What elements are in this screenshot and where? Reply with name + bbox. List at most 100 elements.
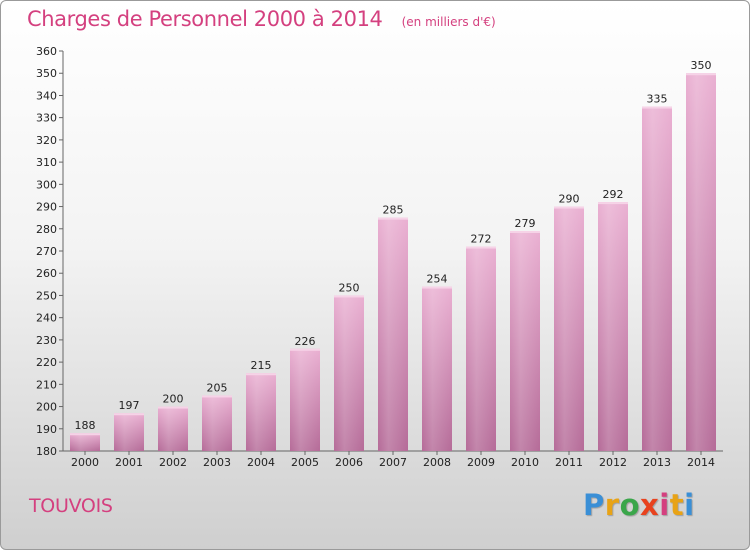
bar-top-edge [158,406,188,409]
bar-top-edge [114,413,144,416]
x-tick-label: 2004 [247,456,275,469]
bar-top-edge [510,231,540,233]
bars [70,73,716,452]
bar-top-edge [334,295,364,298]
value-label: 285 [383,204,404,217]
bar-sheen [686,73,716,451]
bar-top-edge [642,106,672,109]
x-tick-label: 2013 [643,456,671,469]
value-label: 226 [295,335,316,348]
bar-top-edge [466,246,496,249]
bar-sheen [378,217,408,451]
bar-sheen [334,295,364,451]
title-row: Charges de Personnel 2000 à 2014 (en mil… [27,7,496,31]
x-tick-label: 2005 [291,456,319,469]
bar-top-edge [598,202,628,205]
bar-top-edge [70,433,100,436]
x-tick-label: 2008 [423,456,451,469]
x-tick-label: 2000 [71,456,99,469]
logo-letter: i [659,488,670,522]
bar-sheen [290,348,320,451]
logo-letter: o [619,488,641,522]
bar [334,295,364,451]
value-label: 254 [427,273,448,286]
y-tick-label: 190 [36,423,57,436]
logo-letter: x [640,488,660,522]
bar [158,406,188,451]
commune-name: TOUVOIS [29,495,113,517]
x-tick-label: 2007 [379,456,407,469]
x-tick-label: 2014 [687,456,715,469]
bar [378,217,408,451]
bar [686,73,716,451]
y-tick-label: 320 [36,134,57,147]
y-tick-label: 300 [36,178,57,191]
y-tick-label: 270 [36,245,57,258]
value-label: 188 [75,419,96,432]
value-label: 197 [119,399,140,412]
x-tick-label: 2006 [335,456,363,469]
value-label: 292 [603,188,624,201]
y-tick-label: 180 [36,445,57,458]
y-tick-label: 250 [36,289,57,302]
axes: 180 190 200 210 220 230 240 250 260 270 280 290 300 3… [36,45,723,469]
bar [466,246,496,451]
labels: 188 197 200 205 215 226 250 285 254 272 279 290 292 3… [75,59,712,432]
value-label: 200 [163,393,184,406]
logo-letter: t [669,488,685,522]
bar-top-edge [246,373,276,376]
bar-top-edge [378,217,408,220]
x-tick-label: 2003 [203,456,231,469]
chart-title: Charges de Personnel 2000 à 2014 [27,7,383,31]
bar-top-edge [554,206,584,209]
y-tick-label: 290 [36,201,57,214]
y-tick-label: 330 [36,112,57,125]
bar-sheen [598,202,628,451]
x-tick-label: 2010 [511,456,539,469]
bar-top-edge [290,348,320,351]
x-tick-label: 2009 [467,456,495,469]
bar-sheen [246,373,276,451]
bar-sheen [158,406,188,451]
y-tick-label: 310 [36,156,57,169]
bar-top-edge [202,395,232,398]
bar-sheen [422,286,452,451]
y-tick-label: 210 [36,378,57,391]
logo-letter: r [604,488,620,522]
bar [554,206,584,451]
bar-top-edge [686,73,716,76]
bar-sheen [114,413,144,451]
bar-sheen [466,246,496,451]
y-tick-label: 260 [36,267,57,280]
logo-letter: P [583,488,605,522]
value-label: 250 [339,281,360,294]
bar-top-edge [422,286,452,289]
bar [510,231,540,451]
x-tick-label: 2012 [599,456,627,469]
bar [422,286,452,451]
logo-letter: i [684,488,695,522]
y-tick-label: 200 [36,401,57,414]
bar [246,373,276,451]
bar-sheen [70,433,100,451]
y-tick-label: 360 [36,45,57,58]
proxiti-logo[interactable]: Proxiti [583,488,695,522]
bar-sheen [554,206,584,451]
y-tick-label: 280 [36,223,57,236]
y-tick-label: 240 [36,312,57,325]
bar [598,202,628,451]
value-label: 290 [559,193,580,206]
value-label: 350 [691,59,712,72]
value-label: 205 [207,381,228,394]
y-tick-label: 230 [36,334,57,347]
bar [290,348,320,451]
x-tick-label: 2011 [555,456,583,469]
x-tick-label: 2001 [115,456,143,469]
value-label: 335 [647,93,668,106]
value-label: 272 [471,233,492,246]
chart-subtitle: (en milliers d'€) [401,15,496,29]
y-tick-label: 220 [36,356,57,369]
y-tick-label: 350 [36,67,57,80]
bar [70,433,100,451]
